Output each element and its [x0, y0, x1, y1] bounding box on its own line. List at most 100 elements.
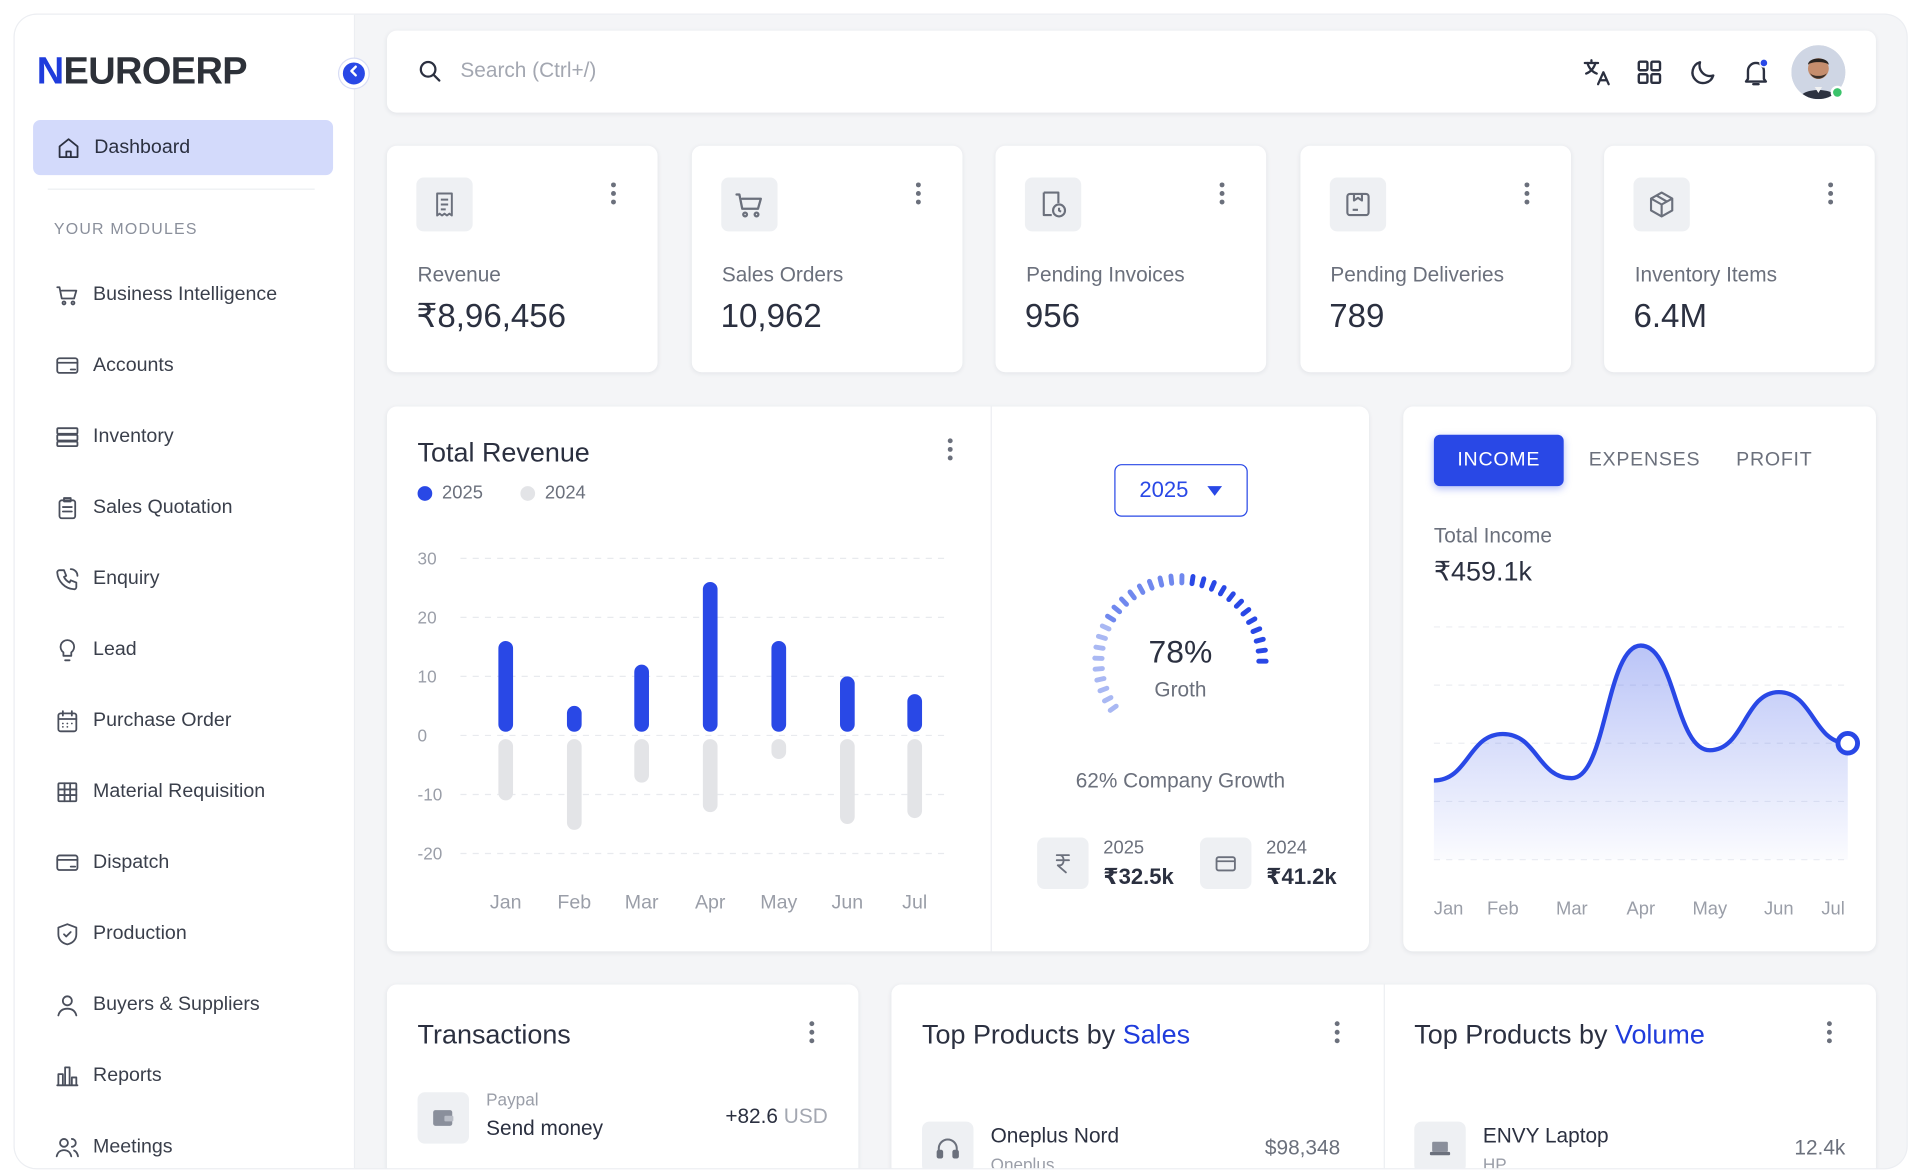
- gauge-tick: [1095, 669, 1102, 670]
- x-tick-label: Jul: [902, 892, 927, 914]
- product-sales-value: $98,348: [1265, 1136, 1340, 1160]
- sidebar-item-label: Reports: [93, 1065, 162, 1087]
- sidebar-item-label: Enquiry: [93, 568, 159, 590]
- tab-expenses[interactable]: EXPENSES: [1581, 435, 1708, 486]
- sidebar-item-purchase-order[interactable]: Purchase Order: [54, 707, 231, 736]
- headphones-icon: [922, 1122, 973, 1169]
- transaction-provider: Paypal: [486, 1090, 538, 1110]
- moon-icon[interactable]: [1687, 56, 1719, 88]
- gauge-tick: [1104, 698, 1111, 701]
- growth-label: Groth: [1112, 678, 1249, 702]
- receipt-icon: [416, 178, 472, 232]
- rupee-icon: [1037, 838, 1088, 889]
- bar-2024-jul[interactable]: [907, 739, 922, 818]
- kpi-value: ₹8,96,456: [416, 298, 566, 336]
- gauge-tick: [1171, 576, 1172, 583]
- kpi-more-menu-icon[interactable]: [610, 182, 617, 204]
- brand-logo[interactable]: NEUROERP: [37, 49, 247, 93]
- user-icon: [54, 992, 81, 1019]
- sidebar-item-label: Lead: [93, 639, 137, 661]
- bar-2025-mar[interactable]: [634, 665, 649, 732]
- sidebar-item-label: Material Requisition: [93, 781, 265, 803]
- bar-2025-jun[interactable]: [840, 676, 855, 731]
- top-sales-more-menu-icon[interactable]: [1333, 1021, 1340, 1043]
- gauge-tick: [1110, 706, 1116, 710]
- kpi-more-menu-icon[interactable]: [914, 182, 921, 204]
- sidebar-item-sales-quotation[interactable]: Sales Quotation: [54, 493, 233, 522]
- card-icon: [54, 850, 81, 877]
- bar-2025-feb[interactable]: [567, 706, 582, 732]
- shield-icon: [54, 921, 81, 948]
- kpi-label: Pending Invoices: [1026, 263, 1185, 287]
- bar-2024-apr[interactable]: [703, 739, 718, 812]
- stat-value-2024: ₹41.2k: [1266, 864, 1337, 890]
- sidebar-item-buyers-and-suppliers[interactable]: Buyers & Suppliers: [54, 991, 260, 1020]
- apps-grid-icon[interactable]: [1633, 56, 1665, 88]
- card-divider: [991, 407, 992, 952]
- gauge-tick: [1253, 629, 1260, 632]
- gauge-tick: [1202, 579, 1204, 586]
- bell-icon[interactable]: [1740, 56, 1772, 88]
- total-income-label: Total Income: [1434, 524, 1552, 548]
- company-growth-text: 62% Company Growth: [1058, 769, 1303, 793]
- top-volume-more-menu-icon[interactable]: [1826, 1021, 1833, 1043]
- tab-income[interactable]: INCOME: [1434, 435, 1564, 486]
- sidebar-item-label: Dispatch: [93, 852, 169, 874]
- sidebar-item-enquiry[interactable]: Enquiry: [54, 564, 160, 593]
- tab-profit[interactable]: PROFIT: [1725, 435, 1823, 486]
- sidebar-item-inventory[interactable]: Inventory: [54, 422, 174, 451]
- search-icon[interactable]: [416, 58, 443, 91]
- transactions-more-menu-icon[interactable]: [808, 1021, 815, 1043]
- top-products-card: Top Products by Sales Oneplus Nord Onepl…: [891, 984, 1875, 1168]
- bar-2024-jan[interactable]: [498, 739, 513, 800]
- search-input[interactable]: [460, 53, 1195, 90]
- x-tick-label: May: [760, 892, 797, 914]
- kpi-card-inventory-items: Inventory Items 6.4M: [1604, 146, 1875, 373]
- bar-2024-jun[interactable]: [840, 739, 855, 824]
- x-tick-label: Feb: [557, 892, 591, 914]
- income-last-point[interactable]: [1838, 733, 1858, 753]
- bar-2025-jul[interactable]: [907, 694, 922, 732]
- y-tick-label: 20: [418, 608, 437, 628]
- year-select-dropdown[interactable]: 2025: [1114, 464, 1247, 517]
- calendar-icon: [54, 708, 81, 735]
- sidebar-item-dashboard[interactable]: Dashboard: [33, 120, 333, 175]
- revenue-more-menu-icon[interactable]: [947, 438, 954, 460]
- gauge-tick: [1249, 619, 1255, 623]
- x-tick-label: Mar: [625, 892, 659, 914]
- sidebar-item-material-requisition[interactable]: Material Requisition: [54, 778, 265, 807]
- sidebar-item-business-intelligence[interactable]: Business Intelligence: [54, 280, 277, 309]
- app-frame: NEUROERP Dashboard YOUR MODULES Business…: [15, 15, 1907, 1168]
- bar-2025-jan[interactable]: [498, 641, 513, 732]
- bar-2024-mar[interactable]: [634, 739, 649, 783]
- sidebar-collapse-button[interactable]: [339, 59, 368, 88]
- sidebar-item-lead[interactable]: Lead: [54, 636, 137, 665]
- clipboard-icon: [54, 495, 81, 522]
- gauge-tick: [1258, 650, 1265, 651]
- kpi-more-menu-icon[interactable]: [1218, 182, 1225, 204]
- bar-2025-apr[interactable]: [703, 582, 718, 732]
- kpi-more-menu-icon[interactable]: [1827, 182, 1834, 204]
- sidebar-item-label: Accounts: [93, 355, 174, 377]
- kpi-card-revenue: Revenue ₹8,96,456: [387, 146, 658, 373]
- bar-2025-may[interactable]: [771, 641, 786, 732]
- x-tick-label: Jul: [1821, 898, 1844, 919]
- sidebar-item-production[interactable]: Production: [54, 920, 187, 949]
- phone-icon: [54, 566, 81, 593]
- x-tick-label: Jan: [1434, 898, 1464, 919]
- sidebar-item-dispatch[interactable]: Dispatch: [54, 849, 169, 878]
- gauge-tick: [1114, 607, 1120, 612]
- kpi-label: Revenue: [418, 263, 501, 287]
- sidebar-item-accounts[interactable]: Accounts: [54, 351, 174, 380]
- total-revenue-title: Total Revenue: [418, 437, 590, 469]
- legend-2024: 2024: [520, 482, 585, 503]
- sidebar-item-label: Sales Quotation: [93, 497, 232, 519]
- bar-2024-feb[interactable]: [567, 739, 582, 830]
- translate-icon[interactable]: [1581, 56, 1613, 88]
- sidebar-item-meetings[interactable]: Meetings: [54, 1133, 173, 1162]
- kpi-more-menu-icon[interactable]: [1523, 182, 1530, 204]
- bar-2024-may[interactable]: [771, 739, 786, 759]
- sidebar-item-reports[interactable]: Reports: [54, 1062, 162, 1091]
- gauge-tick: [1211, 582, 1214, 589]
- gauge-tick: [1139, 586, 1143, 592]
